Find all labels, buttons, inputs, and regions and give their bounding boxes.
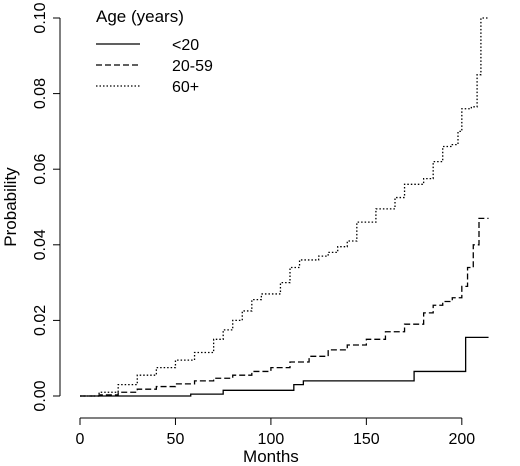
- y-tick-label: 0.00: [32, 380, 49, 411]
- y-tick-label: 0.04: [32, 229, 49, 260]
- axes: 0 50 100 150 200 0.00 0.02 0.04 0.06 0.08 0.10: [32, 2, 475, 448]
- series-line-dashed: [80, 217, 489, 397]
- x-axis-title: Months: [243, 447, 299, 466]
- legend: Age (years) <20 20-59 60+: [96, 7, 213, 96]
- legend-label: <20: [172, 37, 199, 54]
- x-tick-label: 50: [167, 431, 185, 448]
- legend-label: 60+: [172, 79, 199, 96]
- x-tick-label: 200: [448, 431, 475, 448]
- x-tick-label: 100: [258, 431, 285, 448]
- legend-label: 20-59: [172, 58, 213, 75]
- series-line-dotted: [80, 17, 489, 397]
- y-tick-label: 0.02: [32, 305, 49, 336]
- y-tick-label: 0.06: [32, 154, 49, 185]
- y-tick-label: 0.08: [32, 78, 49, 109]
- y-axis-title: Probability: [1, 167, 20, 247]
- series-layer: [80, 17, 489, 397]
- series-line-solid: [80, 336, 489, 397]
- y-tick-label: 0.10: [32, 2, 49, 33]
- x-tick-label: 0: [76, 431, 85, 448]
- legend-title: Age (years): [96, 7, 184, 26]
- x-tick-label: 150: [353, 431, 380, 448]
